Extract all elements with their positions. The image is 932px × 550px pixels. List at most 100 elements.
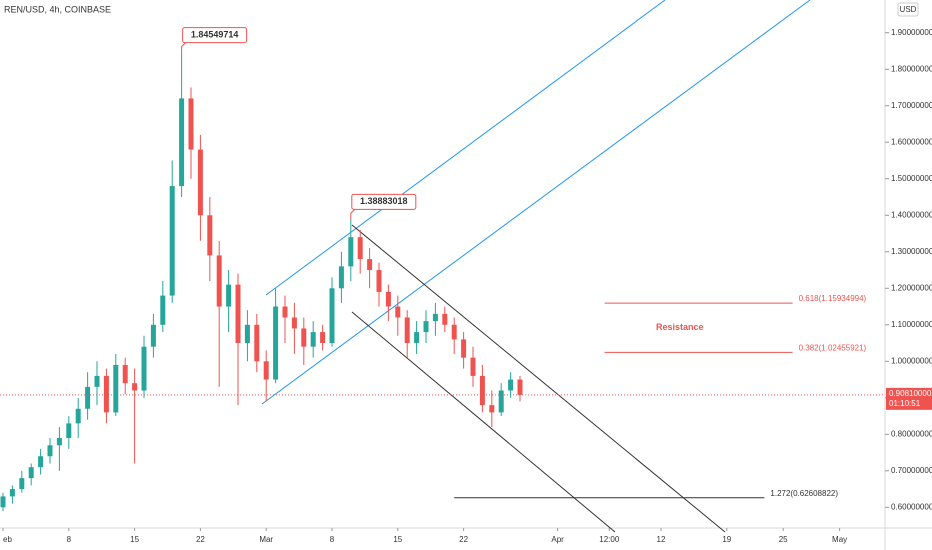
y-tick-label: 0.80000000 xyxy=(891,429,932,438)
level-label: 0.382(1.02455921) xyxy=(799,343,867,352)
candle-body xyxy=(310,332,316,347)
candle-body xyxy=(329,288,335,344)
candle-body xyxy=(197,149,203,216)
currency: USD xyxy=(900,5,917,14)
candle-body xyxy=(9,489,15,497)
candle-body xyxy=(47,445,53,457)
price-tag xyxy=(886,387,932,410)
y-tick-label: 1.00000000 xyxy=(891,356,932,365)
candle-body xyxy=(442,313,448,325)
candle-body xyxy=(38,456,44,468)
candle-body xyxy=(404,317,410,344)
y-tick-label: 1.70000000 xyxy=(891,101,932,110)
candle-body xyxy=(56,437,62,446)
channel-line xyxy=(265,0,666,296)
x-tick-label: 22 xyxy=(196,535,205,544)
annotation-pointer xyxy=(350,208,356,220)
candle-body xyxy=(169,186,175,296)
candle-body xyxy=(28,467,34,479)
candle-body xyxy=(423,321,429,333)
x-tick-label: 12:00 xyxy=(599,535,620,544)
drawings xyxy=(261,0,811,533)
x-tick-label: Mar xyxy=(259,535,273,544)
candle-body xyxy=(188,98,194,150)
candle-body xyxy=(19,478,25,490)
price-tag-label: 0.90810000 xyxy=(889,389,932,398)
candle-body xyxy=(461,339,467,358)
candle-body xyxy=(235,284,241,344)
candle-body xyxy=(150,324,156,347)
candle-body xyxy=(132,383,138,391)
candle-body xyxy=(282,306,288,318)
candle-body xyxy=(367,259,373,271)
candle-body xyxy=(320,332,326,344)
y-tick-label: 1.10000000 xyxy=(891,320,932,329)
x-tick-label: 19 xyxy=(722,535,731,544)
candle-body xyxy=(103,375,109,413)
x-tick-label: 22 xyxy=(459,535,468,544)
candle-body xyxy=(254,324,260,362)
candle-body xyxy=(517,379,523,395)
candle-body xyxy=(479,375,485,406)
countdown: 01:10:51 xyxy=(889,399,921,408)
y-tick-label: 1.60000000 xyxy=(891,137,932,146)
annotation-box xyxy=(351,193,417,210)
candle-body xyxy=(244,324,250,344)
x-tick-label: eb xyxy=(3,535,12,544)
y-tick-label: 0.60000000 xyxy=(891,502,932,511)
candle-body xyxy=(66,423,72,438)
candle-body xyxy=(141,346,147,391)
candle-body xyxy=(160,295,166,325)
annotation-box xyxy=(182,27,248,44)
annotation-label: 1.84549714 xyxy=(191,29,239,39)
channel-line xyxy=(351,224,726,533)
candle-body xyxy=(179,98,185,187)
candle-body xyxy=(357,237,363,260)
x-tick-label: Apr xyxy=(551,535,564,544)
currency-box xyxy=(897,2,919,17)
candle-body xyxy=(85,386,91,409)
candle-body xyxy=(385,291,391,307)
chart-title: REN/USD, 4h, COINBASE xyxy=(4,4,111,14)
y-tick-label: 1.90000000 xyxy=(891,28,932,37)
x-tick-label: 15 xyxy=(393,535,402,544)
candle-body xyxy=(226,284,232,307)
candle-body xyxy=(273,306,279,380)
y-tick-label: 1.40000000 xyxy=(891,210,932,219)
annotation-pointer xyxy=(181,42,186,53)
candle-body xyxy=(338,266,344,289)
candle-body xyxy=(414,332,420,344)
level-label: 0.618(1.15934994) xyxy=(799,294,867,303)
annotation-label: 1.38883018 xyxy=(360,196,408,206)
channel-line xyxy=(261,0,811,405)
candle-body xyxy=(207,215,213,256)
candle-body xyxy=(0,496,6,508)
candle-body xyxy=(75,408,81,424)
y-tick-label: 1.80000000 xyxy=(891,64,932,73)
candle-body xyxy=(498,390,504,413)
candle-body xyxy=(348,237,354,267)
y-tick-label: 0.70000000 xyxy=(891,466,932,475)
x-tick-label: May xyxy=(832,535,847,544)
candle-body xyxy=(122,364,128,384)
candle-body xyxy=(301,328,307,347)
channel-line xyxy=(351,311,616,533)
candle-body xyxy=(291,317,297,329)
x-tick-label: 25 xyxy=(779,535,788,544)
candle-body xyxy=(216,255,222,307)
candle-body xyxy=(94,375,100,387)
candle-body xyxy=(113,364,119,413)
candle-body xyxy=(376,270,382,292)
candle-body xyxy=(470,357,476,376)
candle-body xyxy=(508,379,514,391)
candle-body xyxy=(489,405,495,413)
level-label: 1.272(0.62608822) xyxy=(770,489,838,498)
candle-body xyxy=(451,324,457,340)
y-tick-label: 1.20000000 xyxy=(891,283,932,292)
x-tick-label: 8 xyxy=(330,535,335,544)
x-tick-label: 12 xyxy=(657,535,666,544)
candle-body xyxy=(263,361,269,380)
y-tick-label: 1.30000000 xyxy=(891,247,932,256)
